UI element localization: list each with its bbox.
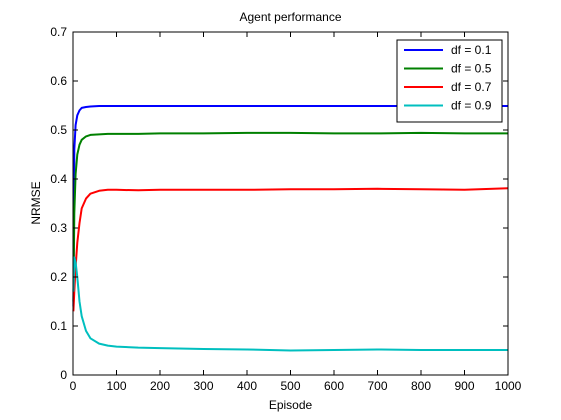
x-axis-label: Episode	[269, 398, 313, 412]
series-layer	[72, 105, 509, 352]
x-tick-label: 500	[280, 379, 300, 393]
x-tick-label: 0	[70, 379, 77, 393]
x-tick-label: 1000	[495, 379, 522, 393]
series-line-4	[72, 256, 508, 352]
y-tick-label: 0.1	[50, 319, 67, 333]
axes-layer: 0 100 200 300 400 500 600 700 800 900 1000 0 0.1 0.2 0…	[50, 25, 521, 393]
x-tick-label: 600	[324, 379, 344, 393]
y-tick-label: 0.2	[50, 270, 67, 284]
x-tick-label: 900	[454, 379, 474, 393]
legend-label: df = 0.9	[451, 99, 492, 113]
y-tick-label: 0.6	[50, 74, 67, 88]
legend: df = 0.1 df = 0.5 df = 0.7 df = 0.9	[396, 39, 503, 123]
x-tick-label: 400	[237, 379, 257, 393]
y-axis-label: NRMSE	[29, 181, 43, 224]
y-tick-label: 0	[60, 368, 67, 382]
series-line-3	[72, 187, 509, 312]
legend-label: df = 0.5	[451, 62, 492, 76]
legend-label: df = 0.7	[451, 80, 492, 94]
y-tick-label: 0.5	[50, 123, 67, 137]
y-tick-label: 0.4	[50, 172, 67, 186]
y-tick-label: 0.7	[50, 25, 67, 39]
x-tick-label: 700	[367, 379, 387, 393]
legend-label: df = 0.1	[451, 43, 492, 57]
x-tick-label: 800	[411, 379, 431, 393]
x-tick-label: 100	[106, 379, 126, 393]
chart-title: Agent performance	[239, 10, 341, 24]
legend-box	[396, 39, 503, 123]
x-tick-label: 300	[193, 379, 213, 393]
y-tick-label: 0.3	[50, 221, 67, 235]
series-line-1	[72, 105, 508, 307]
series-line-2	[72, 131, 508, 302]
x-tick-label: 200	[150, 379, 170, 393]
